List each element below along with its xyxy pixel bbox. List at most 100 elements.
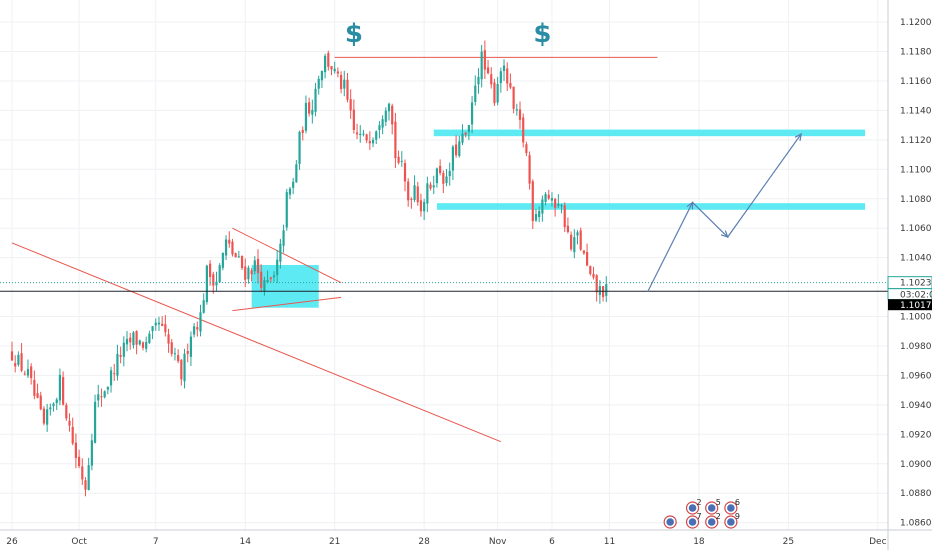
candle-body — [68, 420, 71, 426]
candle-body — [407, 181, 410, 201]
candle-body — [320, 70, 324, 81]
candle-body — [538, 210, 541, 217]
candle-body — [493, 82, 496, 104]
event-icon-bottom[interactable]: 9 — [724, 512, 740, 529]
candle-body — [148, 333, 151, 343]
arrowhead — [720, 230, 729, 238]
candle-body — [416, 186, 419, 203]
current-price-tag — [888, 299, 932, 311]
economic-events[interactable]: 2 5 6 7 2 9 — [663, 498, 740, 529]
time-tick-label: 6 — [549, 537, 555, 547]
candle-body — [208, 263, 212, 277]
price-tick-label: 1.12000 — [900, 18, 932, 28]
candle-body — [106, 386, 109, 390]
candle-body — [49, 407, 52, 410]
event-icon-top[interactable]: 5 — [705, 498, 721, 515]
candle-body — [260, 271, 263, 288]
candle-body — [324, 55, 327, 73]
candle-body — [352, 109, 355, 130]
candle-body — [547, 194, 550, 199]
trendline-0[interactable] — [11, 242, 502, 443]
candle-body — [298, 131, 301, 164]
trendline-2[interactable] — [232, 296, 342, 312]
dollar-mark: $ — [345, 19, 363, 49]
time-tick-label: 28 — [418, 537, 430, 547]
grid-lines — [0, 0, 888, 530]
event-icon-bottom[interactable]: 7 — [685, 512, 702, 529]
candle-body — [193, 326, 196, 335]
trendline-1[interactable] — [232, 227, 342, 284]
candle-body — [474, 85, 477, 102]
candle-body — [122, 342, 125, 357]
candle-body — [579, 230, 582, 250]
candle-body — [470, 102, 474, 125]
candle-body — [244, 266, 247, 280]
candle-body — [384, 110, 387, 122]
candle-body — [595, 275, 598, 293]
candle-body — [256, 258, 260, 274]
candle-body — [541, 199, 544, 214]
candle-body — [272, 275, 276, 278]
candle-body — [177, 355, 180, 362]
candle-body — [173, 353, 177, 355]
event-icon-bottom[interactable]: 2 — [705, 512, 721, 529]
event-icon-top[interactable]: 6 — [724, 498, 740, 515]
candle-body — [74, 442, 77, 459]
candle-body — [586, 252, 589, 266]
event-flag-dot — [707, 518, 716, 526]
candle-body — [359, 133, 362, 136]
event-count: 9 — [735, 512, 740, 521]
candle-body — [311, 109, 314, 115]
time-tick-label: 26 — [6, 537, 18, 547]
candle-body — [119, 355, 122, 357]
candle-body — [58, 374, 62, 401]
candle-body — [381, 119, 384, 128]
event-icon-top[interactable]: 2 — [685, 498, 702, 515]
candle-body — [413, 185, 416, 200]
candle-body — [135, 331, 138, 345]
price-tick-label: 1.11400 — [900, 106, 932, 116]
candle-body — [138, 340, 141, 345]
candle-body — [212, 274, 215, 286]
event-count: 5 — [716, 498, 721, 507]
candle-body — [234, 253, 237, 258]
candle-body — [327, 53, 330, 67]
candle-body — [461, 133, 464, 143]
candle-body — [145, 342, 148, 349]
candle-body — [164, 324, 167, 333]
price-tick-label: 1.10800 — [900, 195, 932, 205]
time-axis[interactable]: 26 Oct 7 14 21 28 Nov 6 11 18 25 Dec — [0, 529, 932, 547]
candle-body — [113, 373, 116, 375]
candle-body — [423, 201, 426, 212]
time-tick-label: Nov — [489, 537, 507, 547]
event-icon-bottom[interactable] — [663, 515, 677, 529]
candle-body — [573, 237, 576, 253]
candle-body — [343, 79, 346, 89]
candle-body — [480, 51, 483, 80]
candle-body — [304, 102, 308, 131]
candle-body — [84, 480, 87, 490]
candle-body — [46, 409, 49, 425]
time-tick-label: 11 — [604, 537, 615, 547]
candle-body — [439, 166, 442, 174]
candle-body — [445, 176, 448, 184]
candle-body — [563, 205, 566, 228]
candle-body — [269, 277, 272, 280]
candle-body — [496, 83, 499, 103]
candle-body — [435, 168, 439, 184]
time-tick-label: Oct — [71, 537, 87, 547]
candle-body — [336, 71, 339, 74]
candle-body — [285, 192, 288, 228]
candle-body — [330, 66, 333, 70]
projection-path[interactable] — [647, 133, 802, 292]
price-tick-label: 1.10400 — [900, 254, 932, 264]
projection-arrows — [647, 132, 802, 292]
price-axis[interactable]: 1.12000 1.11800 1.11600 1.11400 1.11200 1.110… — [887, 0, 932, 550]
event-count: 2 — [697, 498, 702, 507]
candle-body — [36, 393, 39, 398]
candle-body — [30, 366, 33, 379]
candle-body — [129, 337, 132, 343]
price-tick-label: 1.10600 — [900, 224, 932, 234]
price-tick-label: 1.10000 — [900, 313, 932, 323]
